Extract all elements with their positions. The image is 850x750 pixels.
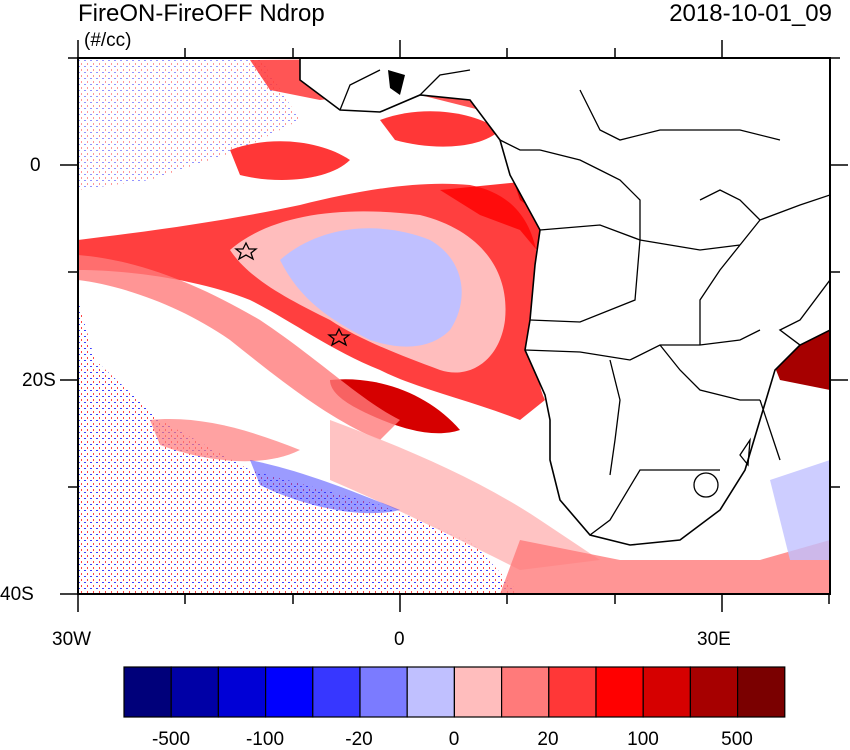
y-tick-40s: 40S: [0, 584, 34, 605]
colorbar-box: [642, 666, 692, 718]
colorbar-label-0: -500: [151, 729, 191, 750]
country-borders: [339, 69, 830, 536]
colorbar-box: [406, 666, 456, 718]
colorbar-label-6: 500: [721, 729, 753, 750]
colorbar-box: [595, 666, 644, 718]
colorbar-label-3: 0: [448, 729, 460, 750]
map-frame: [77, 57, 831, 595]
star-marker-2: [327, 327, 351, 347]
axis-ticks: [60, 40, 848, 612]
colorbar-box: [359, 666, 408, 718]
observation-markers: [234, 241, 351, 347]
colorbar-label-1: -100: [245, 729, 285, 750]
colorbar-box: [501, 666, 550, 718]
colorbar-label-2: -20: [345, 729, 373, 750]
africa-land: [299, 58, 830, 546]
colorbar: [123, 666, 786, 718]
timestamp-label: 2018-10-01_09: [669, 0, 832, 27]
y-tick-20s: 20S: [22, 370, 56, 391]
colorbar-box: [736, 666, 786, 718]
colorbar-box: [548, 666, 597, 718]
colorbar-box: [689, 666, 739, 718]
colorbar-box: [123, 666, 172, 718]
x-tick-0: 0: [394, 629, 405, 650]
colorbar-box: [453, 666, 503, 718]
colorbar-box: [217, 666, 267, 718]
y-tick-0: 0: [30, 155, 41, 176]
x-tick-30e: 30E: [697, 629, 731, 650]
x-tick-30w: 30W: [52, 629, 92, 650]
colorbar-label-5: 100: [627, 729, 659, 750]
star-marker-1: [234, 241, 258, 261]
colorbar-box: [312, 666, 361, 718]
data-field: [78, 58, 830, 594]
colorbar-label-4: 20: [537, 729, 559, 750]
colorbar-box: [170, 666, 219, 718]
map-title: FireON-FireOFF Ndrop: [78, 0, 325, 27]
units-label: (#/cc): [84, 30, 132, 51]
colorbar-box: [265, 666, 314, 718]
